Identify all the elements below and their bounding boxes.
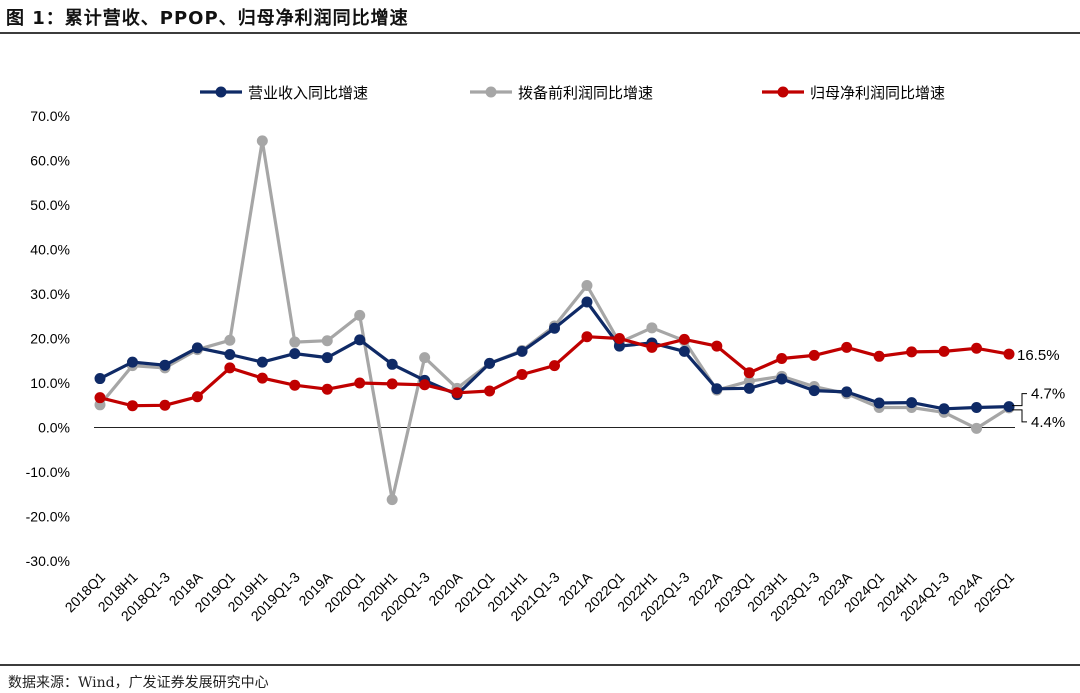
data-point: [938, 403, 950, 415]
y-tick-label: 50.0%: [30, 197, 70, 213]
data-point: [906, 346, 918, 358]
y-tick-label: 30.0%: [30, 286, 70, 302]
y-tick-label: -10.0%: [26, 464, 70, 480]
data-point: [549, 360, 560, 372]
annotation-label: 4.4%: [1031, 414, 1065, 431]
data-point: [743, 382, 755, 394]
legend-marker: [485, 86, 497, 98]
data-point: [776, 353, 788, 365]
data-point: [321, 352, 333, 364]
legend-marker: [777, 86, 789, 98]
data-point: [289, 379, 301, 391]
data-point: [678, 333, 690, 345]
data-point: [938, 345, 950, 357]
y-tick-label: -20.0%: [26, 509, 70, 525]
data-point: [321, 335, 333, 347]
data-point: [516, 345, 528, 357]
legend-label: 拨备前利润同比增速: [518, 85, 653, 102]
figure-title: 图 1：累计营收、PPOP、归母净利润同比增速: [6, 8, 409, 29]
data-point: [289, 336, 301, 348]
data-point: [159, 399, 171, 411]
data-point: [94, 373, 106, 385]
data-point: [224, 349, 236, 361]
legend-label: 营业收入同比增速: [248, 85, 368, 102]
data-point: [256, 372, 268, 384]
data-point: [354, 334, 366, 346]
y-tick-label: 60.0%: [30, 153, 70, 169]
source-note: 数据来源：Wind，广发证券发展研究中心: [8, 675, 269, 691]
y-tick-label: 0.0%: [38, 420, 70, 436]
source-divider: [0, 664, 1080, 666]
y-tick-label: -30.0%: [26, 553, 70, 569]
annotation-connector: [1012, 393, 1027, 407]
data-point: [256, 135, 268, 147]
data-point: [224, 334, 236, 346]
data-point: [906, 397, 918, 409]
data-point: [808, 349, 820, 361]
y-tick-label: 20.0%: [30, 331, 70, 347]
figure-title-bar: 图 1：累计营收、PPOP、归母净利润同比增速: [0, 0, 1080, 34]
legend-label: 归母净利润同比增速: [810, 85, 945, 102]
annotation-connector: [1012, 409, 1027, 423]
data-point: [224, 362, 236, 374]
data-point: [94, 392, 106, 404]
data-point: [386, 358, 398, 370]
data-point: [808, 385, 820, 397]
data-point: [549, 322, 560, 334]
data-point: [613, 333, 625, 344]
data-point: [419, 352, 431, 364]
annotation-label: 16.5%: [1017, 347, 1060, 364]
series-line: [99, 335, 1010, 408]
data-point: [971, 342, 983, 354]
data-point: [581, 280, 593, 292]
data-point: [1003, 401, 1015, 413]
data-point: [451, 387, 463, 399]
y-tick-label: 40.0%: [30, 242, 70, 258]
data-point: [484, 385, 496, 397]
data-point: [516, 369, 528, 381]
data-point: [873, 397, 885, 409]
data-point: [484, 357, 496, 369]
data-point: [581, 296, 593, 308]
y-tick-label: 10.0%: [30, 375, 70, 391]
data-point: [613, 340, 625, 352]
data-point: [711, 383, 723, 395]
data-point: [711, 340, 723, 352]
data-point: [581, 331, 593, 343]
data-point: [1003, 348, 1015, 360]
data-point: [646, 341, 658, 353]
data-point: [678, 345, 690, 357]
data-point: [191, 342, 203, 354]
data-point: [841, 386, 853, 398]
data-point: [354, 377, 366, 389]
data-point: [841, 341, 853, 353]
data-point: [126, 356, 138, 368]
y-tick-label: 70.0%: [30, 108, 70, 124]
data-point: [289, 348, 301, 360]
data-point: [971, 401, 983, 413]
data-point: [776, 373, 788, 385]
data-point: [256, 356, 268, 368]
legend-marker: [215, 86, 227, 98]
data-point: [191, 391, 203, 403]
data-point: [126, 400, 138, 412]
data-point: [971, 422, 983, 434]
data-point: [159, 359, 171, 371]
annotation-label: 4.7%: [1031, 386, 1065, 403]
data-point: [354, 309, 366, 321]
data-point: [386, 494, 398, 506]
series-line: [98, 139, 1010, 502]
data-point: [419, 379, 431, 391]
data-point: [321, 383, 333, 395]
data-point: [743, 367, 755, 379]
data-point: [386, 378, 398, 390]
data-point: [873, 350, 885, 362]
data-point: [646, 322, 658, 334]
